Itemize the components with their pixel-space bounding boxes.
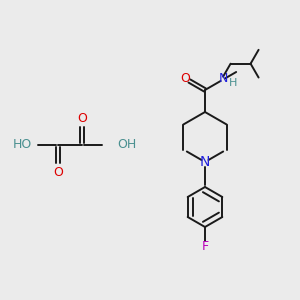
Text: N: N — [200, 155, 210, 169]
Text: OH: OH — [117, 139, 136, 152]
Text: O: O — [181, 73, 190, 85]
Text: F: F — [201, 241, 208, 254]
Text: O: O — [77, 112, 87, 124]
Text: N: N — [219, 73, 228, 85]
Text: HO: HO — [12, 139, 32, 152]
Text: H: H — [228, 78, 237, 88]
Text: O: O — [53, 166, 63, 178]
